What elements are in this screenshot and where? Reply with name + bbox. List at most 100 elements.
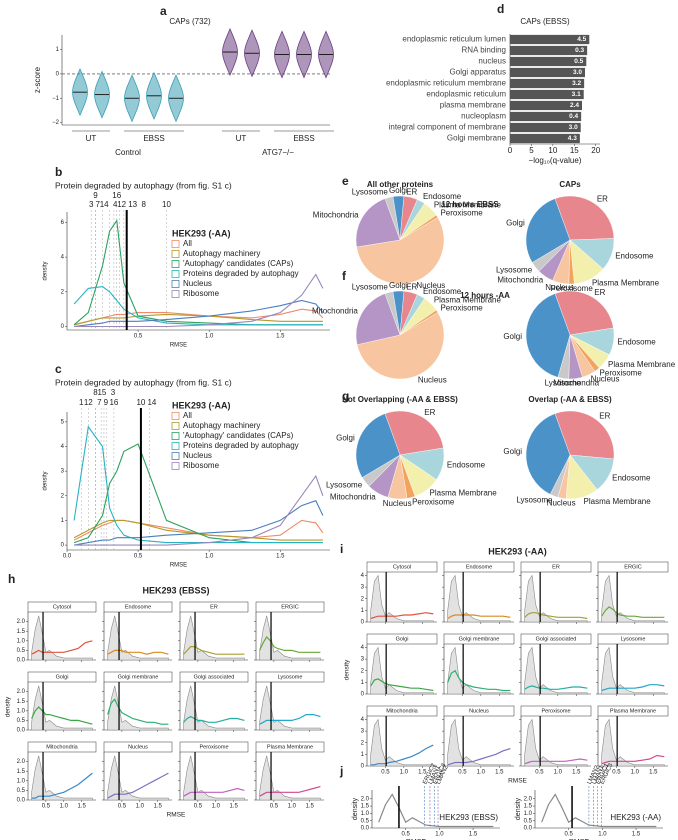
strip-label: Golgi associated bbox=[536, 636, 577, 642]
y-tick-label: 0 bbox=[361, 692, 365, 698]
pie-label: Nucleus bbox=[383, 499, 412, 508]
legend-label: Nucleus bbox=[183, 279, 212, 288]
y-tick-label: Golgi membrane bbox=[447, 134, 507, 143]
legend-label: 'Autophagy' candidates (CAPs) bbox=[183, 431, 294, 440]
x-tick-label: 10 bbox=[548, 146, 557, 155]
series-line bbox=[31, 640, 93, 655]
strip-label: Golgi associated bbox=[194, 674, 235, 680]
pie-label: Endosome bbox=[615, 252, 654, 261]
reference-area bbox=[31, 755, 93, 801]
x-axis-title: RMSE bbox=[167, 812, 186, 819]
marker-label: 12 bbox=[84, 398, 93, 407]
x-tick-label: 0.5 bbox=[381, 770, 390, 776]
pie-label: Lysosome bbox=[496, 265, 533, 274]
marker-label: 8 bbox=[141, 200, 146, 209]
pie-label: Golgi bbox=[503, 332, 522, 341]
series-line bbox=[601, 606, 665, 618]
strip-label: Plasma Membrane bbox=[610, 708, 656, 714]
legend-swatch bbox=[171, 290, 180, 298]
reference-area bbox=[259, 615, 321, 661]
strip-label: Cytosol bbox=[393, 564, 411, 570]
panel-letter: e bbox=[342, 174, 349, 188]
bar-label: 0.4 bbox=[569, 113, 578, 120]
legend-swatch bbox=[171, 250, 180, 258]
pie-subtitle: 12 hours -AA bbox=[460, 291, 510, 300]
y-tick-label: 4 bbox=[361, 717, 365, 723]
y-tick-label: endoplasmic reticulum lumen bbox=[402, 35, 506, 44]
legend-title: HEK293 (-AA) bbox=[172, 400, 231, 410]
y-tick-label: 1.0 bbox=[524, 811, 533, 817]
x-tick-label: 0.5 bbox=[535, 770, 544, 776]
strip bbox=[27, 671, 97, 683]
legend-label: Autophagy machinery bbox=[183, 421, 260, 430]
reference-area bbox=[107, 685, 169, 731]
chart-title: Protein degraded by autophagy (from fig.… bbox=[55, 180, 232, 190]
y-tick-label: 0 bbox=[61, 324, 65, 330]
y-tick-label: 0.0 bbox=[17, 798, 26, 804]
subgroup-label: EBSS bbox=[143, 134, 164, 143]
reference-area bbox=[601, 718, 665, 767]
series-line bbox=[524, 685, 588, 690]
pie-label: ER bbox=[597, 194, 608, 203]
pie-label: Endosome bbox=[612, 474, 651, 483]
y-tick-label: 0.5 bbox=[524, 818, 533, 824]
series-line bbox=[107, 772, 169, 799]
y-tick-label: 3 bbox=[361, 729, 365, 735]
reference-area bbox=[370, 574, 434, 623]
pie-label: Lysosome bbox=[352, 283, 389, 292]
pie-slice bbox=[554, 290, 614, 336]
pie-label: ER bbox=[406, 188, 417, 197]
series-line bbox=[74, 273, 324, 328]
strip bbox=[27, 741, 97, 753]
strip-label: ER bbox=[552, 564, 560, 570]
x-tick-label: 0.5 bbox=[118, 804, 127, 810]
strip bbox=[597, 561, 669, 573]
x-tick-label: 1.5 bbox=[649, 770, 658, 776]
legend-swatch bbox=[171, 270, 180, 278]
y-axis-title: density bbox=[344, 659, 351, 680]
series-line bbox=[259, 714, 321, 725]
legend-swatch bbox=[171, 412, 180, 420]
bar bbox=[510, 67, 585, 78]
plot-label: HEK293 (-AA) bbox=[610, 813, 661, 822]
series-line bbox=[107, 649, 169, 655]
pie-slice bbox=[355, 413, 401, 478]
series-line bbox=[259, 636, 321, 653]
y-tick-label: 0.0 bbox=[17, 728, 26, 734]
series-line bbox=[524, 758, 588, 765]
marker-label: 15 bbox=[97, 388, 106, 397]
pie-label: Endosome bbox=[423, 192, 462, 201]
x-axis-title: RMSE bbox=[170, 563, 187, 569]
series-line bbox=[370, 678, 434, 692]
x-tick-label: 1.0 bbox=[136, 804, 145, 810]
bar bbox=[510, 111, 582, 122]
x-tick-label: 0.5 bbox=[42, 804, 51, 810]
y-tick-label: 1 bbox=[56, 47, 60, 53]
panel-letter: c bbox=[55, 362, 62, 376]
strip bbox=[103, 741, 173, 753]
y-tick-label: endoplasmic reticulum membrane bbox=[386, 79, 507, 88]
pie-subtitle: 12 hours EBSS bbox=[441, 200, 499, 209]
pie-label: Plasma Membrane bbox=[608, 360, 676, 369]
reference-area bbox=[447, 718, 511, 767]
y-tick-label: 2 bbox=[361, 740, 365, 746]
marker-label: 9 bbox=[104, 398, 109, 407]
strip bbox=[597, 633, 669, 645]
marker-label: 7 bbox=[97, 398, 102, 407]
panel-letter: d bbox=[497, 2, 504, 16]
bar bbox=[510, 45, 588, 56]
pie-label: Golgi bbox=[336, 434, 355, 443]
panel-letter: i bbox=[340, 542, 343, 556]
y-tick-label: −2 bbox=[52, 120, 60, 126]
y-tick-label: 2.0 bbox=[17, 759, 26, 765]
strip bbox=[27, 601, 97, 613]
reference-area bbox=[370, 718, 434, 767]
series-line bbox=[447, 748, 511, 766]
strip-label: ER bbox=[210, 604, 218, 610]
reference-area bbox=[31, 615, 93, 661]
bar-label: 2.4 bbox=[570, 102, 579, 109]
x-tick-label: 1.5 bbox=[78, 804, 87, 810]
x-tick-label: 1.0 bbox=[60, 804, 69, 810]
reference-area bbox=[601, 574, 665, 623]
x-tick-label: 0.5 bbox=[612, 770, 621, 776]
